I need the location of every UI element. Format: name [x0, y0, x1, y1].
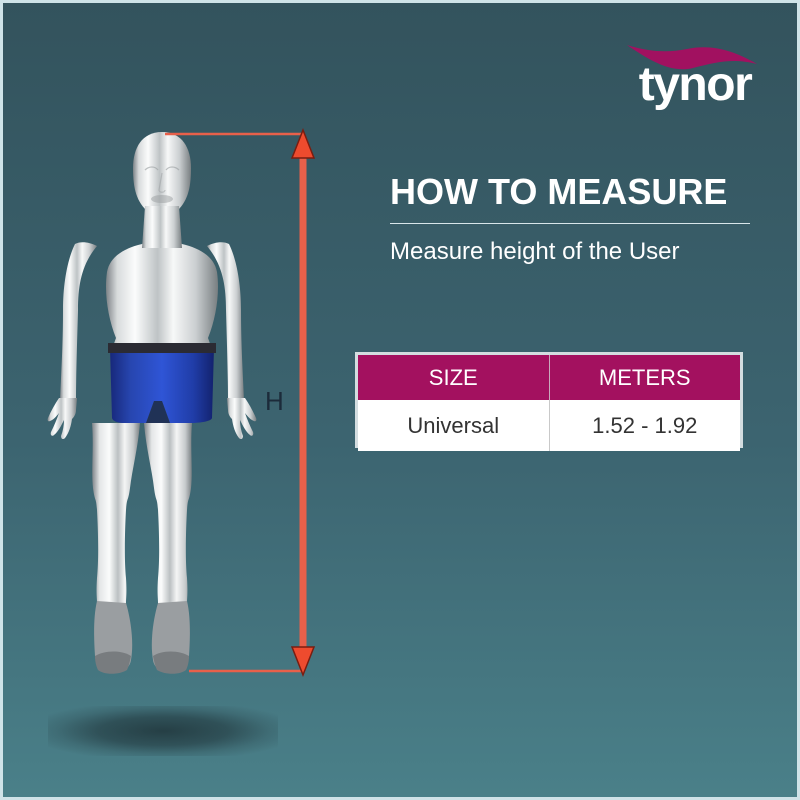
svg-text:H: H [265, 386, 284, 416]
